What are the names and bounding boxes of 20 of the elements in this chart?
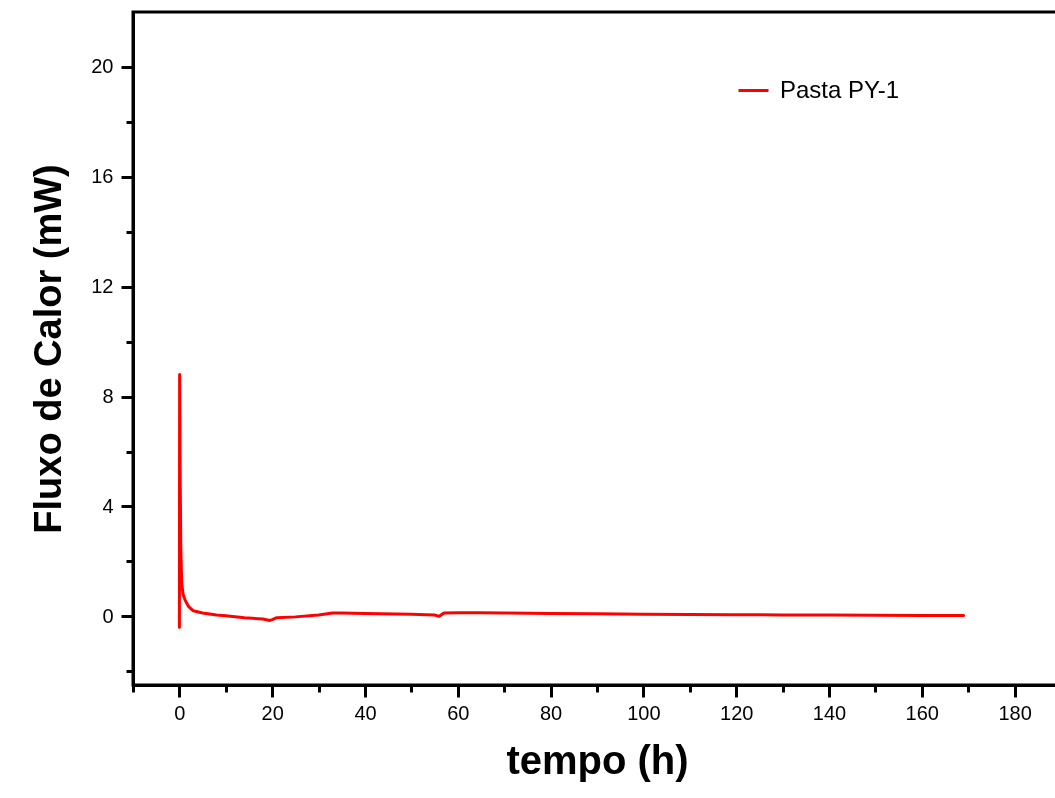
y-tick-label: 16 <box>91 165 114 188</box>
x-tick-label: 20 <box>261 701 284 724</box>
x-tick-label: 160 <box>905 701 939 724</box>
x-tick-label: 60 <box>447 701 470 724</box>
y-tick-label: 12 <box>91 275 114 298</box>
x-axis-title: tempo (h) <box>506 737 689 782</box>
x-tick-label: 0 <box>174 701 186 724</box>
legend-label: Pasta PY-1 <box>780 75 900 103</box>
x-tick-label: 120 <box>720 701 754 724</box>
y-tick-label: 20 <box>91 55 114 78</box>
y-tick-label: 4 <box>102 494 114 517</box>
y-tick-label: 0 <box>102 604 114 627</box>
y-tick-label: 8 <box>102 385 114 408</box>
x-tick-label: 140 <box>812 701 847 724</box>
line-series <box>177 373 966 629</box>
x-tick-label: 40 <box>354 701 377 724</box>
x-tick-label: 180 <box>998 701 1032 724</box>
y-axis-title: Fluxo de Calor (mW) <box>27 164 70 534</box>
x-tick-label: 80 <box>539 701 563 724</box>
x-tick-label: 100 <box>627 701 661 724</box>
